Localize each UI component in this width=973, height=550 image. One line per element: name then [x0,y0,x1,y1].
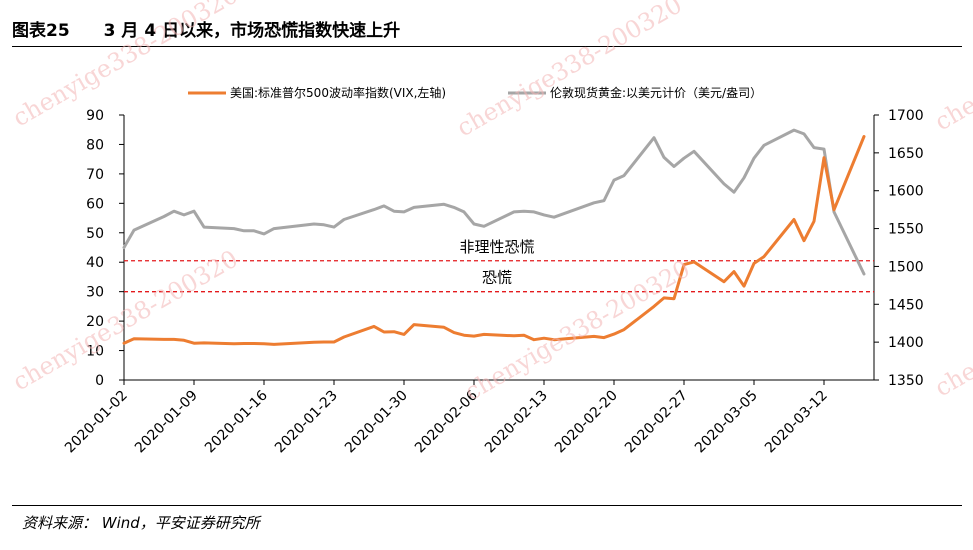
footer-rule [12,505,962,506]
y-tick-label-right: 1600 [888,184,924,200]
x-tick-label: 2020-02-20 [552,388,621,457]
threshold-label: 非理性恐慌 [459,238,534,256]
x-tick-label: 2020-01-23 [272,388,341,457]
line-chart: 美国:标准普尔500波动率指数(VIX,左轴) 伦敦现货黄金:以美元计价（美元/… [62,85,924,457]
y-tick-label-left: 10 [86,344,104,360]
x-tick-label: 2020-01-16 [202,387,271,456]
figure-number: 图表25 [12,21,70,41]
x-tick-label: 2020-01-30 [342,388,411,457]
figure-title: 3 月 4 日以来，市场恐慌指数快速上升 [103,21,401,41]
y-tick-label-left: 80 [86,137,104,153]
series-line-gold [122,128,866,276]
x-tick-label: 2020-03-12 [762,388,831,457]
legend-label-gold: 伦敦现货黄金:以美元计价（美元/盎司） [550,85,762,100]
x-tick-label: 2020-03-05 [692,388,761,457]
y-tick-label-right: 1400 [888,335,924,351]
header-rule [12,46,962,47]
y-tick-label-left: 60 [86,196,104,212]
y-tick-label-right: 1450 [888,297,924,313]
x-tick-label: 2020-01-09 [132,388,201,457]
legend: 美国:标准普尔500波动率指数(VIX,左轴) 伦敦现货黄金:以美元计价（美元/… [188,85,762,100]
y-tick-label-left: 90 [86,108,104,124]
y-tick-label-left: 30 [86,285,104,301]
y-tick-label-right: 1350 [888,373,924,389]
series-line-vix [122,135,866,346]
legend-label-vix: 美国:标准普尔500波动率指数(VIX,左轴) [230,85,446,100]
y-tick-label-right: 1650 [888,146,924,162]
x-tick-label: 2020-02-06 [412,387,481,456]
x-tick-label: 2020-02-13 [482,388,551,457]
y-tick-label-left: 40 [86,255,104,271]
y-tick-label-left: 20 [86,314,104,330]
y-tick-label-right: 1500 [888,259,924,275]
source-note: 资料来源： Wind，平安证券研究所 [22,514,260,532]
x-tick-label: 2020-02-27 [622,388,691,457]
y-tick-label-right: 1550 [888,222,924,238]
series-layer [122,128,866,346]
y-tick-label-left: 70 [86,167,104,183]
threshold-label: 恐慌 [482,269,512,287]
y-tick-label-left: 50 [86,226,104,242]
y-tick-label-left: 0 [95,373,104,389]
chart-header: 图表25 3 月 4 日以来，市场恐慌指数快速上升 [12,18,962,44]
x-tick-label: 2020-01-02 [62,388,131,457]
y-tick-label-right: 1700 [888,108,924,124]
